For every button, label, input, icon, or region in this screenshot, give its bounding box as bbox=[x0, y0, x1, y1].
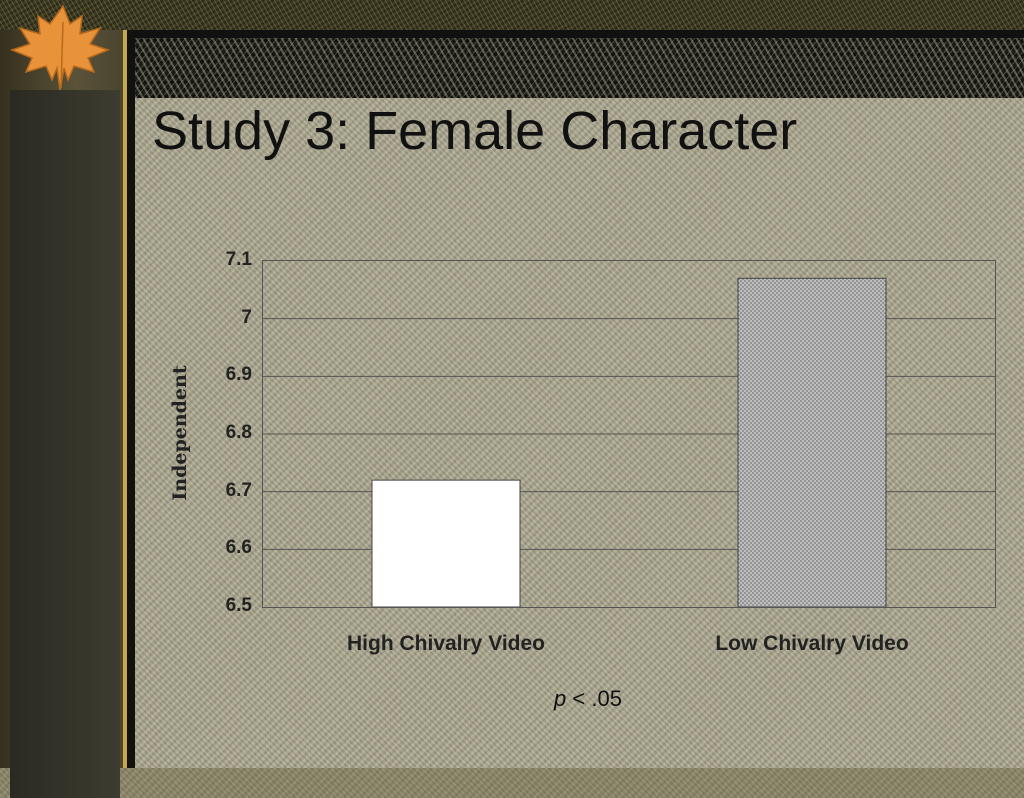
top-band bbox=[0, 0, 1024, 30]
header-band bbox=[135, 38, 1024, 98]
slide-panel bbox=[127, 30, 1024, 768]
bar-high-chivalry bbox=[371, 479, 521, 607]
y-tick-label: 6.7 bbox=[225, 479, 252, 501]
y-tick-label: 6.9 bbox=[225, 364, 252, 386]
y-tick-label: 7.1 bbox=[225, 249, 252, 270]
y-tick-label: 7 bbox=[241, 306, 252, 328]
x-category-label: Low Chivalry Video bbox=[715, 632, 909, 655]
significance-note: p < .05 bbox=[488, 686, 688, 712]
note-rest: < .05 bbox=[566, 686, 622, 711]
maple-leaf-icon bbox=[9, 4, 111, 91]
bar-low-chivalry bbox=[737, 277, 887, 607]
left-sidebar bbox=[0, 30, 125, 798]
plot-area bbox=[262, 260, 996, 608]
plot-svg bbox=[263, 277, 995, 607]
x-category-label: High Chivalry Video bbox=[347, 632, 545, 655]
left-sidebar-inner bbox=[10, 90, 120, 798]
slide-title: Study 3: Female Character bbox=[152, 101, 798, 161]
y-tick-label: 6.5 bbox=[225, 595, 252, 616]
y-tick-label: 6.8 bbox=[225, 422, 252, 443]
gold-divider bbox=[123, 30, 127, 768]
y-tick-label: 6.6 bbox=[225, 537, 252, 559]
y-axis-label: Independent bbox=[169, 365, 191, 501]
note-p: p bbox=[554, 686, 567, 711]
